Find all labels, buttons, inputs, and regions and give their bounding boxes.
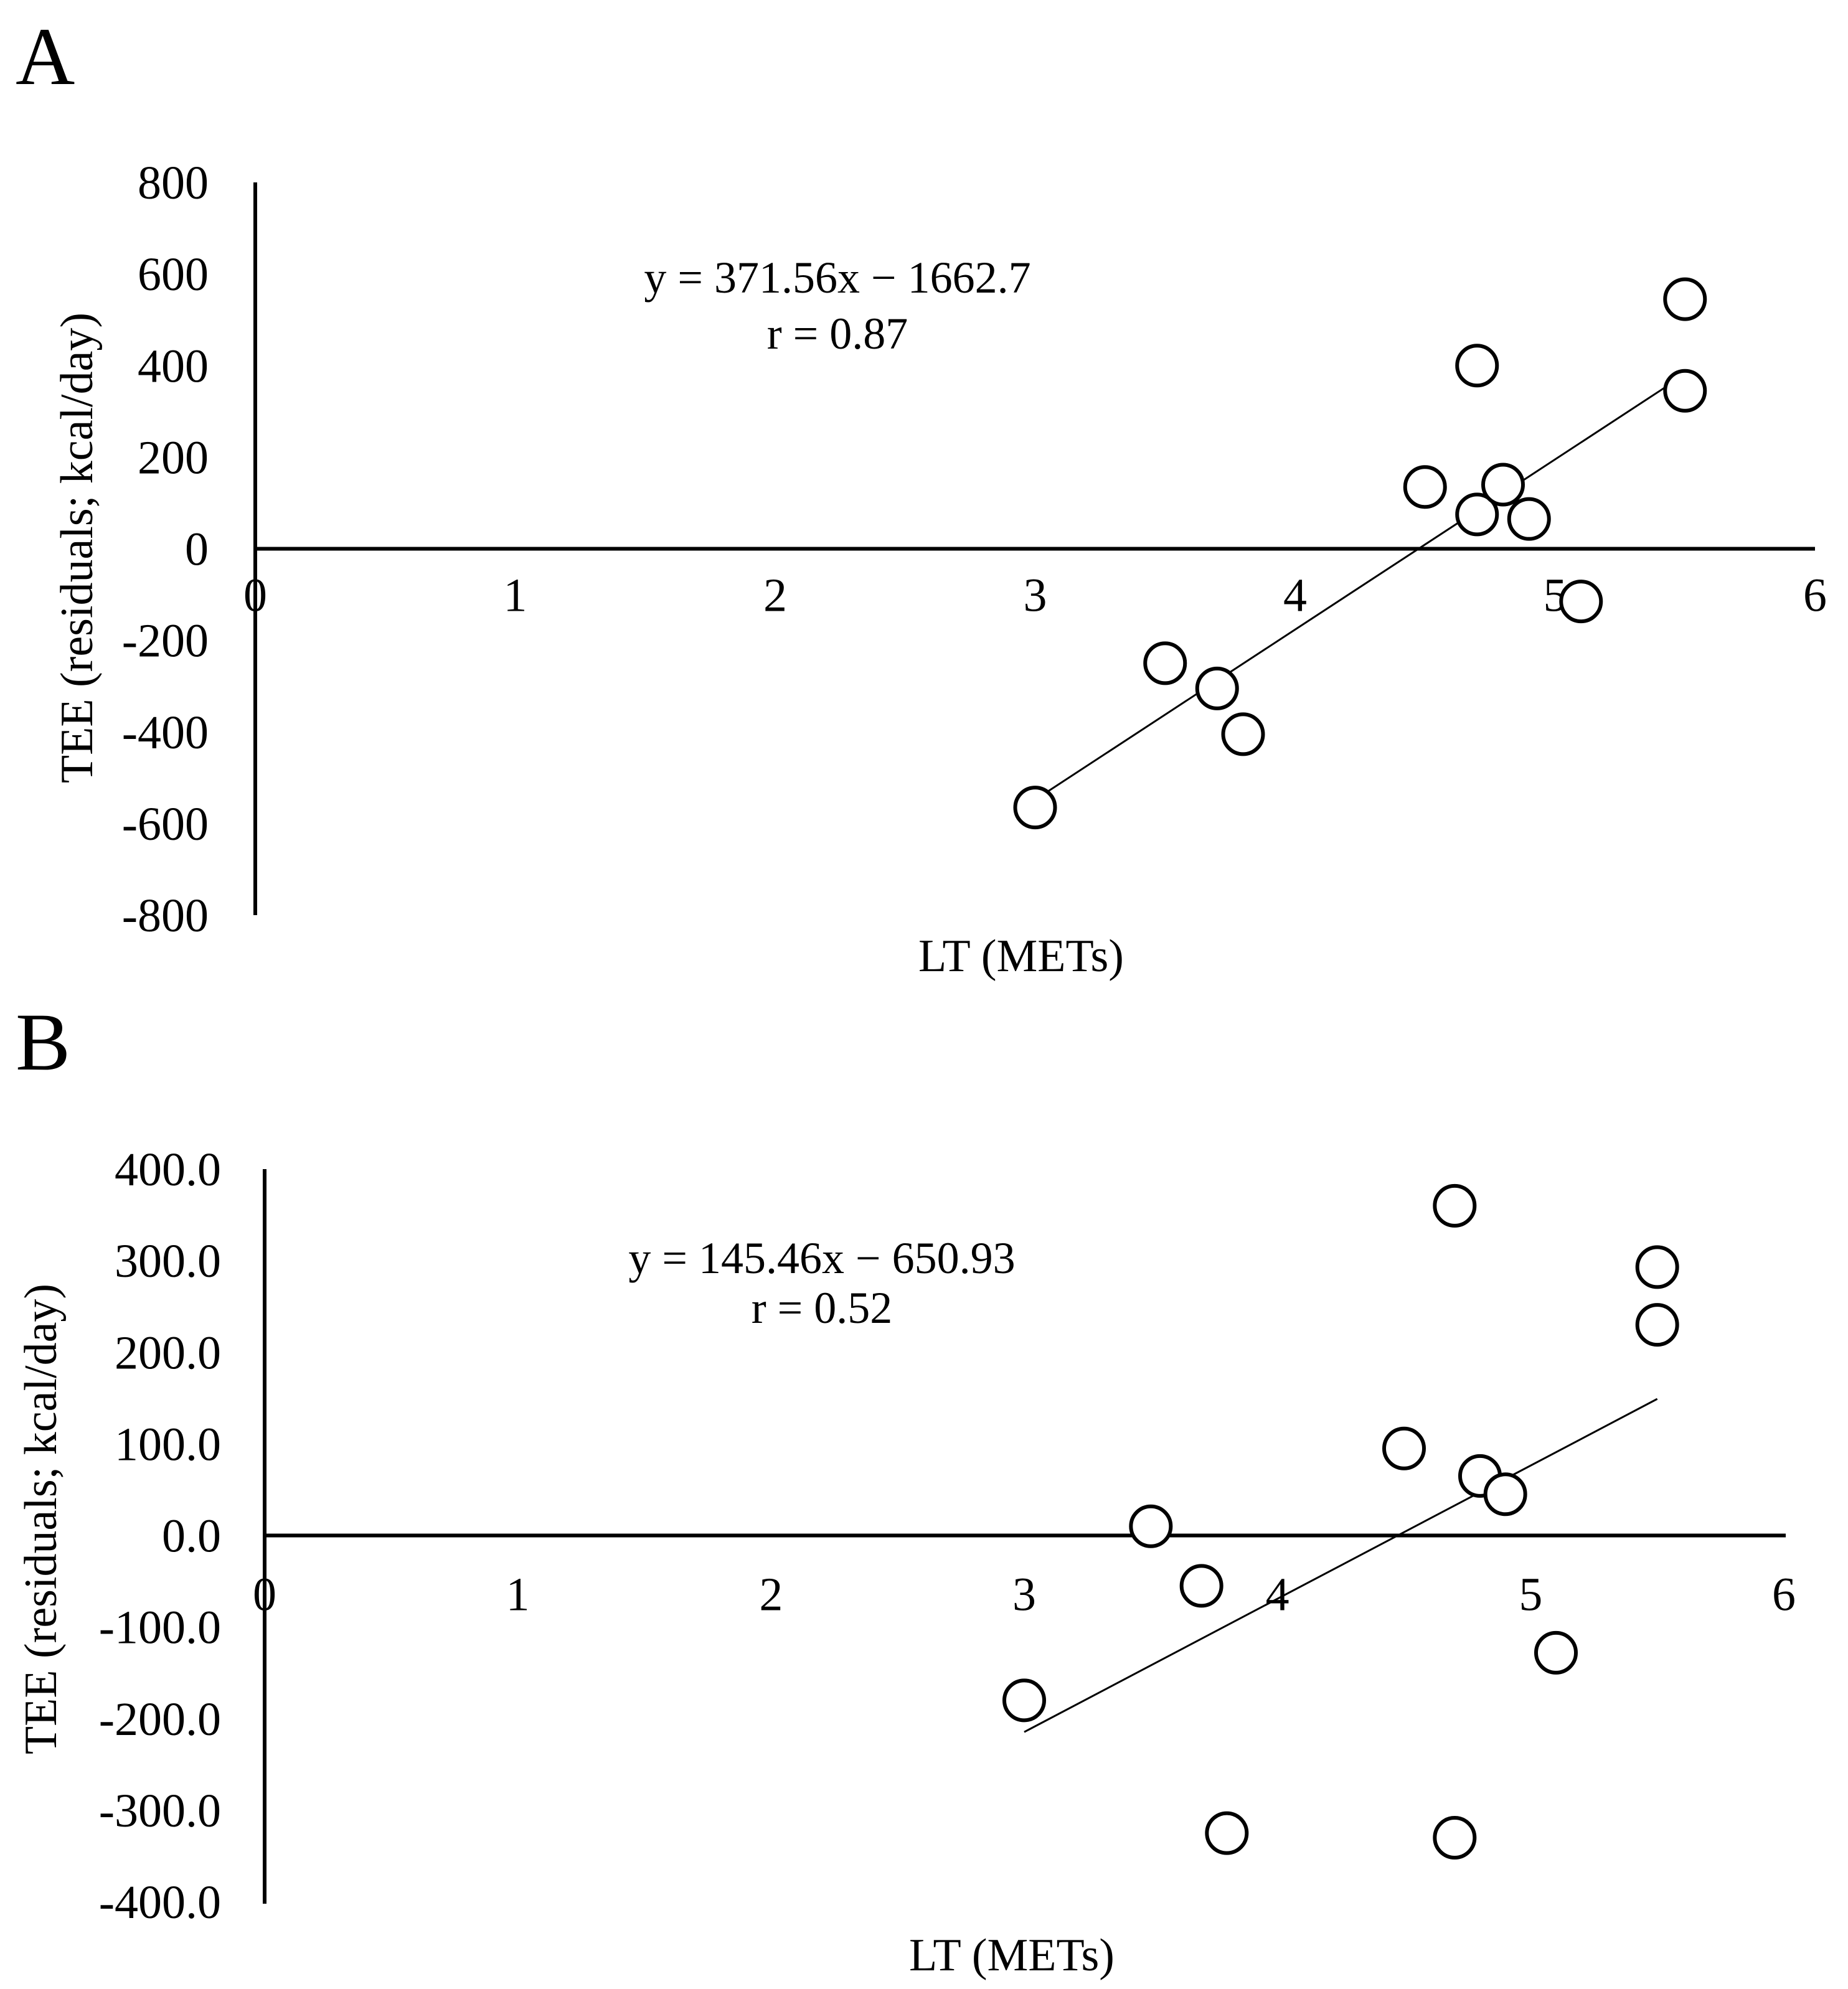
y-tick-label: -400.0 <box>99 1876 221 1929</box>
data-point <box>1663 277 1707 321</box>
regression-equation: y = 371.56x − 1662.7 <box>644 253 1030 303</box>
data-point <box>1433 1183 1477 1228</box>
x-tick-label: 3 <box>1012 1569 1036 1621</box>
x-tick-label: 6 <box>1772 1569 1796 1621</box>
data-point <box>1635 1303 1679 1347</box>
data-point <box>1179 1564 1223 1608</box>
data-point <box>1433 1816 1477 1860</box>
x-tick-label: 0 <box>243 570 267 622</box>
data-point <box>1455 492 1499 537</box>
panel-b: B 400.0 300.0 200.0 100.0 0.0 -100.0 -200.0 -30… <box>16 996 1796 1981</box>
data-point <box>1143 641 1187 685</box>
y-tick-label: 800 <box>138 157 209 209</box>
data-point <box>1559 580 1603 624</box>
y-axis-title: TEE (residuals; kcal/day) <box>52 313 103 783</box>
trendline <box>1024 1398 1658 1733</box>
data-point <box>1195 666 1239 710</box>
y-tick-label: 0 <box>185 524 209 576</box>
x-tick-label: 3 <box>1024 570 1047 622</box>
data-point <box>1382 1426 1426 1470</box>
x-tick-label: 6 <box>1803 570 1827 622</box>
trendline <box>1034 374 1686 801</box>
y-tick-label: -300.0 <box>99 1785 221 1837</box>
data-point <box>1455 344 1499 388</box>
y-tick-label: -200 <box>122 615 209 667</box>
y-tick-label: 200 <box>138 431 209 484</box>
x-tick-label: 4 <box>1283 570 1307 622</box>
y-tick-label: -800 <box>122 890 209 942</box>
y-axis-title: TEE (residuals; kcal/day) <box>16 1284 67 1754</box>
data-point <box>1635 1245 1679 1289</box>
x-axis-title: LT (METs) <box>909 1930 1115 1981</box>
y-tick-label: 400.0 <box>115 1144 221 1196</box>
data-point <box>1483 1472 1527 1516</box>
data-point <box>1013 786 1057 830</box>
x-axis-title: LT (METs) <box>918 931 1124 982</box>
data-point <box>1534 1630 1578 1675</box>
y-tick-label: -600 <box>122 798 209 850</box>
y-tick-label: 300.0 <box>115 1235 221 1287</box>
x-tick-label: 5 <box>1519 1569 1542 1621</box>
y-tick-label: 0.0 <box>162 1510 221 1563</box>
data-point <box>1129 1504 1173 1548</box>
x-tick-label: 2 <box>759 1569 783 1621</box>
data-point <box>1507 497 1551 541</box>
x-tick-label: 1 <box>504 570 527 622</box>
y-tick-label: -100.0 <box>99 1602 221 1654</box>
y-tick-label: 100.0 <box>115 1418 221 1470</box>
data-point <box>1205 1811 1249 1855</box>
correlation-coefficient: r = 0.87 <box>767 309 908 359</box>
data-point <box>1221 712 1265 756</box>
x-tick-label: 1 <box>506 1569 530 1621</box>
data-point <box>1481 463 1525 507</box>
data-point <box>1663 369 1707 413</box>
data-point <box>1403 465 1447 509</box>
y-tick-label: -200.0 <box>99 1693 221 1746</box>
data-point <box>1002 1678 1046 1723</box>
panel-letter: B <box>16 996 70 1088</box>
x-tick-label: 0 <box>253 1569 276 1621</box>
y-tick-label: -400 <box>122 707 209 759</box>
y-tick-label: 600 <box>138 248 209 301</box>
x-tick-label: 2 <box>763 570 787 622</box>
panel-letter: A <box>16 11 75 102</box>
regression-equation: y = 145.46x − 650.93 <box>628 1233 1015 1283</box>
y-tick-label: 200.0 <box>115 1327 221 1379</box>
correlation-coefficient: r = 0.52 <box>752 1283 893 1333</box>
y-tick-label: 400 <box>138 340 209 392</box>
